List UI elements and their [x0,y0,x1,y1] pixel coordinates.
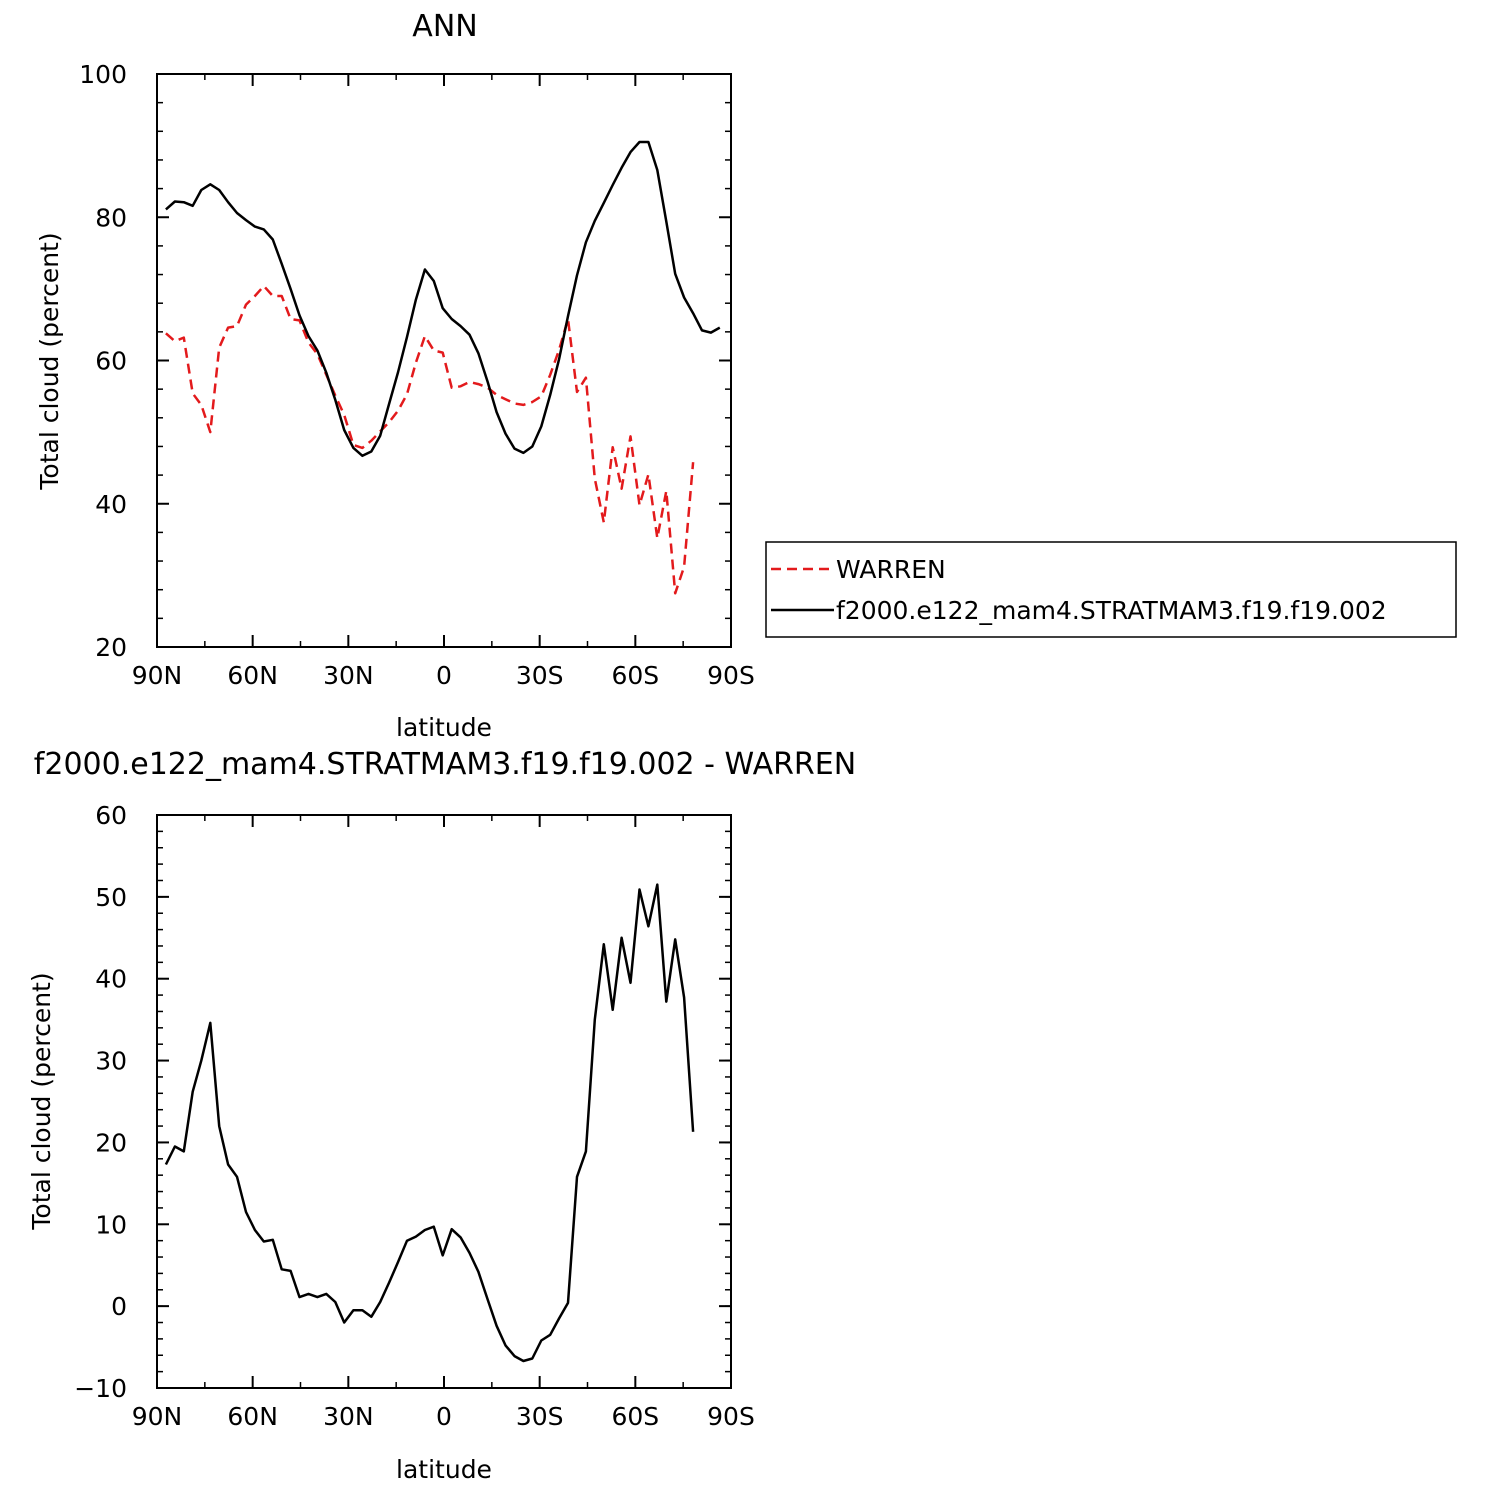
bottom-y-tick-labels: −10 0 10 20 30 40 50 60 [74,801,127,1403]
bottom-x-tick-label: 30N [323,1402,374,1431]
bottom-x-tick-label: 90N [132,1402,183,1431]
bottom-x-tick-label: 90S [707,1402,755,1431]
bottom-x-tick-label: 60S [611,1402,659,1431]
top-plot-frame [156,73,732,648]
top-y-tick-label: 20 [95,633,127,662]
top-y-tick-label: 60 [95,347,127,376]
bottom-chart-title: f2000.e122_mam4.STRATMAM3.f19.f19.002 - … [34,747,856,782]
top-x-axis-label: latitude [396,713,492,742]
bottom-series-line-0 [164,883,695,1363]
bottom-x-tick-labels: 90N 60N 30N 0 30S 60S 90S [132,1402,755,1431]
top-y-tick-label: 80 [95,203,127,232]
bottom-y-tick-label: −10 [74,1374,127,1403]
bottom-x-tick-label: 60N [227,1402,278,1431]
top-series-line-1 [165,140,721,458]
top-y-tick-label: 40 [95,490,127,519]
top-chart-panel: ANN 20 40 60 80 100 90N 60N 30N 0 30S 60S 90S lati… [35,9,755,742]
bottom-chart-panel: f2000.e122_mam4.STRATMAM3.f19.f19.002 - … [27,747,856,1484]
top-x-tick-label: 0 [436,661,452,690]
legend: WARREN f2000.e122_mam4.STRATMAM3.f19.f19… [765,541,1457,638]
bottom-tick-marks [156,814,732,1389]
top-tick-marks [156,73,732,648]
top-x-tick-label: 60S [611,661,659,690]
bottom-y-tick-label: 30 [95,1047,127,1076]
top-x-tick-label: 90N [132,661,183,690]
legend-label-warren: WARREN [836,555,946,584]
top-x-tick-labels: 90N 60N 30N 0 30S 60S 90S [132,661,755,690]
bottom-series-lines [164,883,695,1363]
legend-box [765,541,1457,638]
top-x-tick-label: 90S [707,661,755,690]
bottom-y-tick-label: 40 [95,965,127,994]
top-series-line-0 [165,284,695,595]
top-series-lines [165,140,721,595]
top-x-tick-label: 30S [516,661,564,690]
top-y-tick-labels: 20 40 60 80 100 [79,60,127,662]
top-chart-title: ANN [412,9,477,44]
bottom-y-tick-label: 10 [95,1210,127,1239]
bottom-y-tick-label: 20 [95,1128,127,1157]
bottom-x-tick-label: 0 [436,1402,452,1431]
bottom-y-tick-label: 0 [111,1292,127,1321]
top-y-tick-label: 100 [79,60,127,89]
bottom-x-axis-label: latitude [396,1455,492,1484]
legend-label-model: f2000.e122_mam4.STRATMAM3.f19.f19.002 [836,596,1387,625]
bottom-y-tick-label: 60 [95,801,127,830]
top-x-tick-label: 60N [227,661,278,690]
top-y-axis-label: Total cloud (percent) [35,232,64,490]
bottom-plot-frame [156,814,732,1389]
top-x-tick-label: 30N [323,661,374,690]
bottom-x-tick-label: 30S [516,1402,564,1431]
bottom-y-axis-label: Total cloud (percent) [27,972,56,1230]
bottom-y-tick-label: 50 [95,883,127,912]
